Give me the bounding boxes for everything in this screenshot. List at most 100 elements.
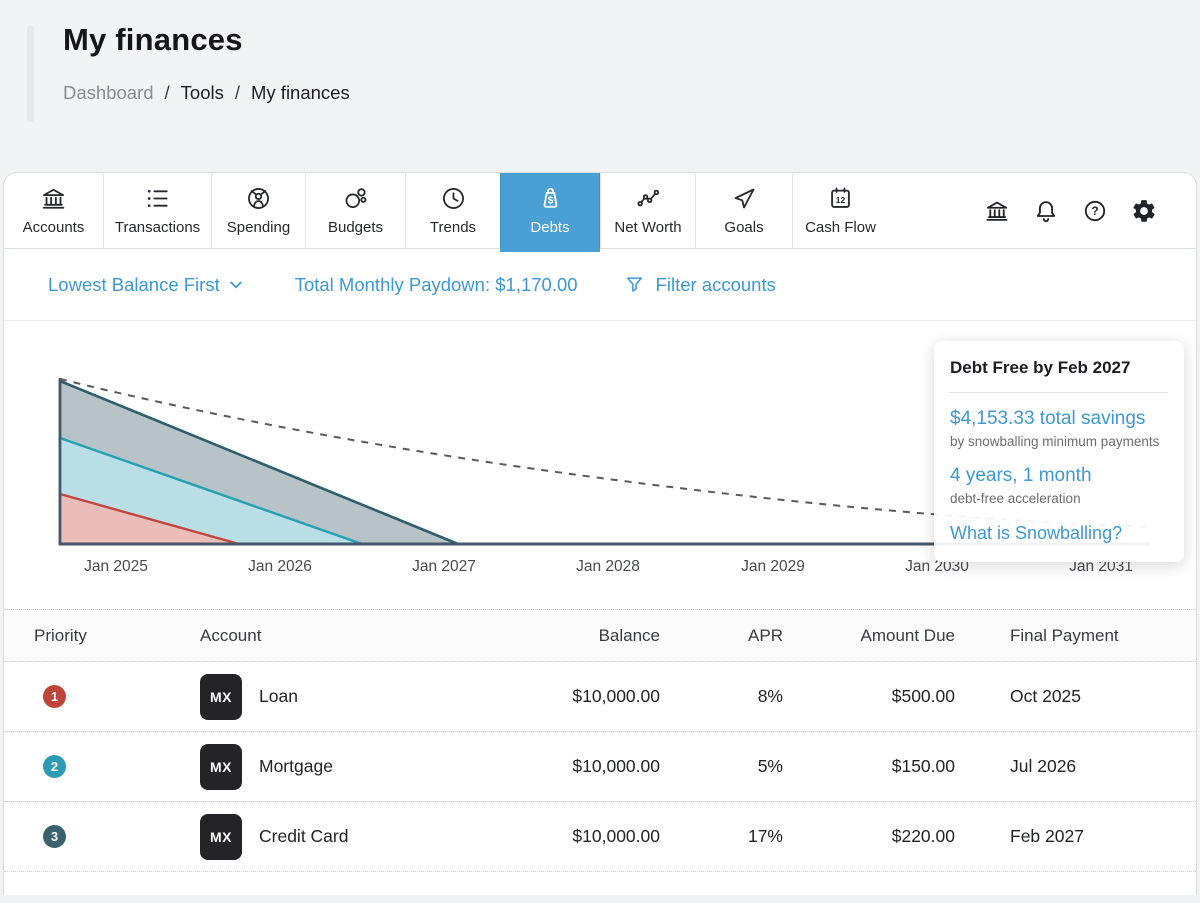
mx-logo: MX (200, 743, 242, 790)
x-tick: Jan 2025 (84, 558, 148, 575)
debts-table: Priority Account Balance APR Amount Due … (4, 601, 1196, 872)
tab-label: Budgets (327, 219, 384, 236)
funnel-icon (626, 277, 642, 292)
col-priority: Priority (34, 625, 87, 645)
sort-dropdown[interactable]: Lowest Balance First (48, 274, 242, 296)
tab-label: Accounts (22, 219, 85, 236)
x-tick: Jan 2031 (1069, 558, 1133, 575)
x-tick: Jan 2030 (905, 558, 969, 575)
breadcrumb-separator: / (164, 82, 170, 103)
trend-line-icon (636, 189, 659, 207)
settings-gear-icon[interactable] (1131, 198, 1157, 224)
account-name: Loan (259, 686, 298, 706)
tab-label: Trends (429, 219, 477, 236)
tab-transactions[interactable]: Transactions (103, 173, 211, 248)
bank-icon (42, 188, 65, 209)
final-payment-value: Jul 2026 (1010, 756, 1077, 776)
table-row-loan[interactable]: 1 MX Loan $10,000.00 8% $500.00 Oct 2025 (4, 662, 1196, 732)
sort-dropdown-label: Lowest Balance First (48, 273, 220, 295)
tab-label: Goals (724, 219, 764, 236)
tab-cash-flow[interactable]: 12 Cash Flow (792, 173, 888, 248)
tab-net-worth[interactable]: Net Worth (600, 173, 695, 248)
notifications-bell-icon[interactable] (1033, 198, 1059, 224)
final-payment-value: Oct 2025 (1010, 686, 1082, 706)
breadcrumb-separator: / (234, 82, 240, 103)
priority-badge: 1 (43, 685, 66, 708)
tab-label: Cash Flow (805, 219, 876, 236)
account-name: Mortgage (259, 756, 333, 776)
amount-due-value: $500.00 (891, 686, 955, 706)
col-account: Account (200, 625, 262, 645)
list-icon (147, 189, 168, 208)
filter-accounts-button[interactable]: Filter accounts (625, 274, 776, 296)
debt-free-tooltip: Debt Free by Feb 2027 $4,153.33 total sa… (934, 341, 1184, 563)
chevron-down-icon (230, 281, 242, 288)
x-tick: Jan 2028 (576, 558, 640, 575)
bubbles-icon (345, 188, 367, 208)
person-pie-icon (248, 188, 269, 209)
tab-label: Transactions (114, 219, 201, 236)
calendar-icon: 12 (831, 187, 850, 208)
tooltip-title: Debt Free by Feb 2027 (950, 358, 1131, 377)
x-tick: Jan 2029 (741, 558, 805, 575)
total-savings-caption: by snowballing minimum payments (950, 434, 1160, 449)
tab-budgets[interactable]: Budgets (305, 173, 405, 248)
breadcrumb-current: My finances (251, 82, 350, 103)
svg-text:$: $ (547, 195, 553, 206)
apr-value: 5% (757, 756, 783, 776)
amount-due-value: $150.00 (891, 756, 955, 776)
tab-goals[interactable]: Goals (695, 173, 792, 248)
tab-trends[interactable]: Trends (405, 173, 500, 248)
tooltip-divider (950, 392, 1168, 393)
tab-spending[interactable]: Spending (211, 173, 305, 248)
balance-value: $10,000.00 (572, 756, 660, 776)
filter-accounts-label: Filter accounts (655, 273, 776, 295)
col-apr: APR (748, 625, 783, 645)
main-card: Accounts Transactions Spending Budgets (3, 172, 1197, 895)
col-final-payment: Final Payment (1010, 625, 1119, 645)
tab-accounts[interactable]: Accounts (4, 173, 103, 248)
breadcrumb-dashboard[interactable]: Dashboard (63, 82, 154, 103)
balance-value: $10,000.00 (572, 826, 660, 846)
svg-text:?: ? (1091, 204, 1098, 218)
toolbar-icons: ? (984, 173, 1196, 248)
x-tick: Jan 2026 (248, 558, 312, 575)
table-header: Priority Account Balance APR Amount Due … (4, 609, 1196, 662)
breadcrumb: Dashboard / Tools / My finances (63, 82, 1200, 104)
account-name: Credit Card (259, 826, 349, 846)
tab-label: Net Worth (614, 219, 682, 236)
what-is-snowballing-link[interactable]: What is Snowballing? (950, 523, 1123, 544)
priority-badge: 2 (43, 755, 66, 778)
institution-icon[interactable] (984, 198, 1010, 224)
priority-badge: 3 (43, 825, 66, 848)
col-amount-due: Amount Due (860, 625, 956, 645)
breadcrumb-tools[interactable]: Tools (180, 82, 224, 103)
svg-text:12: 12 (836, 195, 846, 205)
accent-bar (27, 26, 34, 122)
total-monthly-paydown: Total Monthly Paydown: $1,170.00 (294, 273, 578, 295)
table-row-mortgage[interactable]: 2 MX Mortgage $10,000.00 5% $150.00 Jul … (4, 732, 1196, 802)
apr-value: 17% (747, 826, 783, 846)
tab-debts[interactable]: $ Debts (500, 173, 600, 252)
acceleration-value: 4 years, 1 month (950, 464, 1092, 486)
amount-due-value: $220.00 (891, 826, 955, 846)
clock-icon (442, 188, 464, 209)
mx-logo: MX (200, 673, 242, 720)
sub-toolbar: Lowest Balance First Total Monthly Paydo… (4, 249, 1196, 321)
help-icon[interactable]: ? (1082, 198, 1108, 224)
table-row-credit-card[interactable]: 3 MX Credit Card $10,000.00 17% $220.00 … (4, 802, 1196, 872)
acceleration-caption: debt-free acceleration (950, 490, 1081, 506)
balance-value: $10,000.00 (572, 686, 660, 706)
x-tick: Jan 2027 (412, 558, 476, 575)
paper-plane-icon (734, 188, 754, 209)
col-balance: Balance (598, 625, 660, 645)
total-savings-value: $4,153.33 total savings (950, 408, 1146, 429)
tab-label: Spending (226, 219, 291, 236)
mx-logo: MX (200, 813, 242, 860)
final-payment-value: Feb 2027 (1010, 826, 1084, 846)
weight-icon: $ (543, 187, 557, 208)
tab-bar: Accounts Transactions Spending Budgets (4, 173, 1196, 252)
debt-payoff-chart: Jan 2025 Jan 2026 Jan 2027 Jan 2028 Jan … (4, 321, 1196, 601)
page-title: My finances (63, 22, 243, 57)
page-header: My finances Dashboard / Tools / My finan… (0, 0, 1200, 172)
